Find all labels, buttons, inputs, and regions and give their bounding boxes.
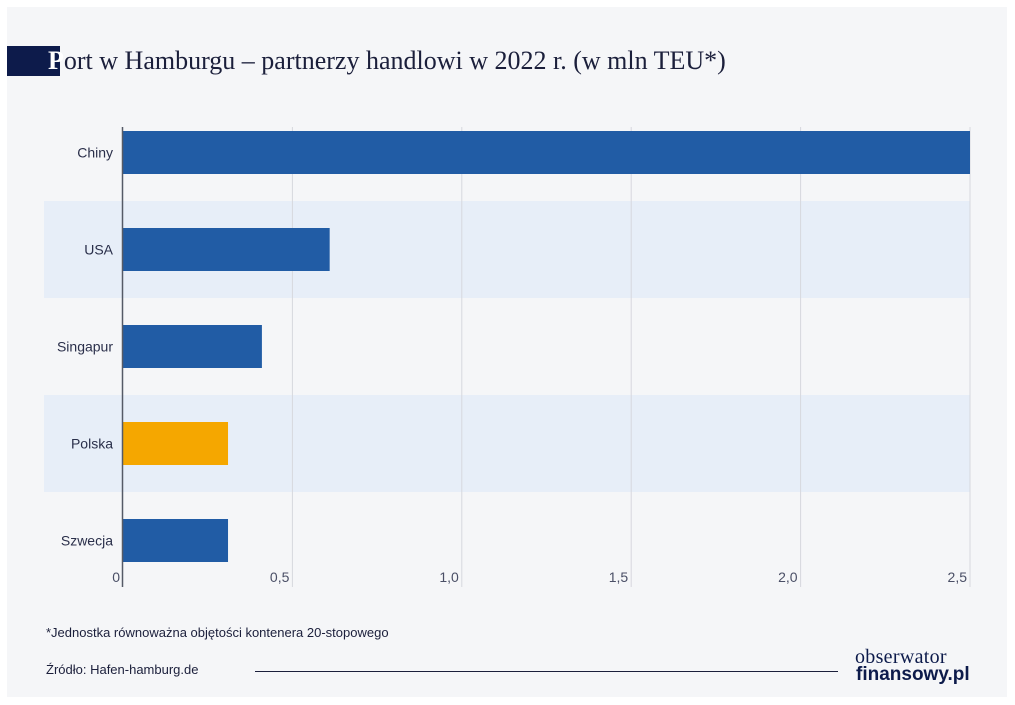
category-label: Szwecja [61, 533, 113, 549]
x-tick-label: 1,0 [439, 569, 459, 585]
x-tick-label: 1,5 [609, 569, 629, 585]
publisher-logo: obserwator finansowy.pl [849, 647, 984, 687]
bar-polska [123, 422, 229, 465]
bar-usa [123, 228, 330, 271]
footnote: *Jednostka równoważna objętości kontener… [46, 625, 389, 640]
logo-top-text: obserwator [855, 646, 947, 668]
bar-singapur [123, 325, 262, 368]
title-rest: ort w Hamburgu – partnerzy handlowi w 20… [63, 46, 726, 75]
x-tick-label: 2,5 [948, 569, 968, 585]
logo-bottom-text: finansowy.pl [856, 664, 970, 685]
chart-card: Port w Hamburgu – partnerzy handlowi w 2… [7, 7, 1007, 697]
bar-chart: Chiny USA Singapur Polska Szwecja 0 0,5 1,0 1,5 2… [44, 127, 971, 587]
title-text: Port w Hamburgu – partnerzy handlowi w 2… [48, 45, 726, 77]
x-tick-label: 2,0 [778, 569, 798, 585]
category-label: USA [84, 242, 113, 258]
x-tick-label: 0,5 [270, 569, 290, 585]
title-accent-bar [7, 46, 60, 76]
title-first-letter: P [48, 46, 64, 75]
x-tick-label: 0 [112, 569, 120, 585]
chart-title: Port w Hamburgu – partnerzy handlowi w 2… [7, 45, 967, 77]
source-divider [255, 671, 838, 672]
category-label: Polska [71, 436, 113, 452]
category-label: Singapur [57, 339, 113, 355]
bar-chiny [123, 131, 970, 174]
category-label: Chiny [77, 145, 113, 161]
bar-szwecja [123, 519, 229, 562]
source-note: Źródło: Hafen-hamburg.de [46, 662, 199, 677]
